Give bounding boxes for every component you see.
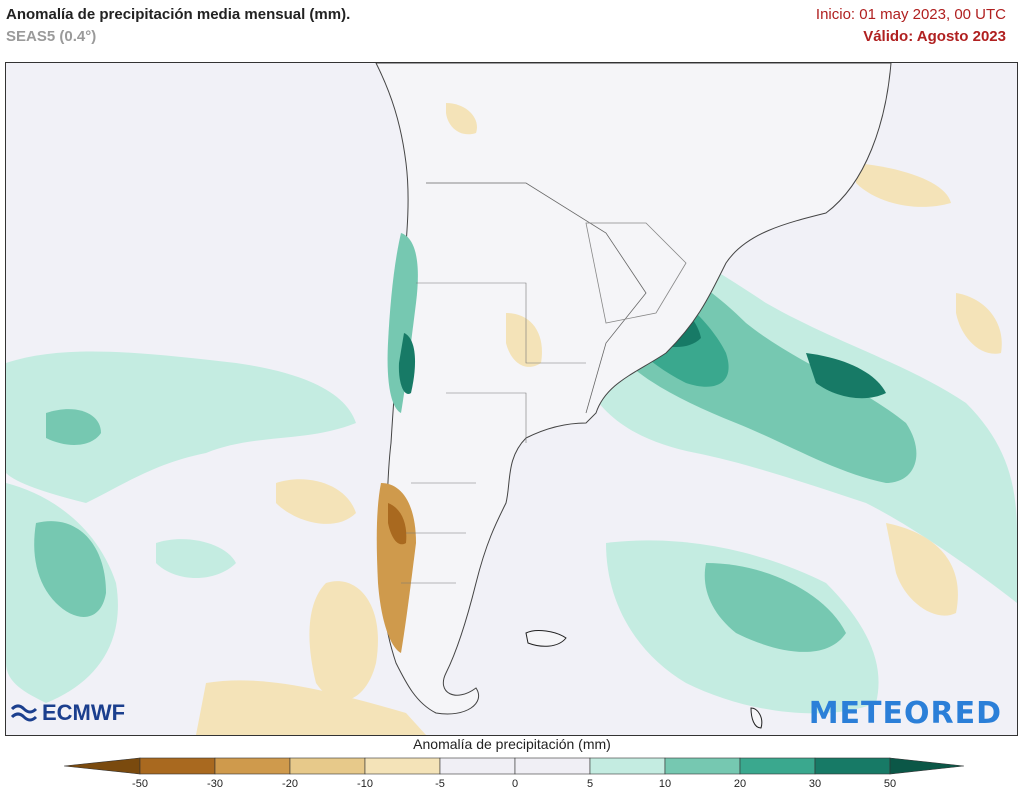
- atlantic-dry-patch-ne: [956, 293, 1002, 354]
- legend-swatch: [439, 757, 516, 775]
- legend-swatch: [739, 757, 816, 775]
- valid-date: Válido: Agosto 2023: [863, 28, 1006, 45]
- legend-swatch: [814, 757, 891, 775]
- patagonia-dry-area: [376, 483, 416, 653]
- legend-swatch: [364, 757, 441, 775]
- legend-tick-label: 0: [511, 778, 519, 790]
- ecmwf-icon: [10, 704, 38, 722]
- andes-dry-patch-north: [446, 103, 477, 135]
- pacific-wet-core-north: [46, 409, 101, 445]
- pacific-wet-patch: [156, 539, 236, 578]
- borders-provinces: [446, 392, 527, 443]
- legend-arrow-low: [64, 757, 141, 775]
- legend-tick-label: 5: [586, 778, 594, 790]
- pacific-dry-area-south: [309, 581, 378, 701]
- chile-wet-strip: [387, 233, 418, 413]
- south-georgia-island: [750, 707, 763, 729]
- borders-north: [426, 182, 647, 414]
- legend-swatch: [589, 757, 666, 775]
- pacific-dry-patch: [276, 479, 356, 524]
- chile-wet-core: [398, 333, 416, 394]
- pacific-wet-core: [34, 521, 106, 617]
- borders-central: [416, 282, 586, 364]
- south-atlantic-wet-core: [704, 563, 846, 652]
- atlantic-wet-core-east: [806, 353, 886, 399]
- legend-tick-label: -50: [132, 778, 148, 790]
- drake-dry-area: [196, 680, 426, 735]
- legend-swatch: [289, 757, 366, 775]
- legend-tick-label: -5: [435, 778, 445, 790]
- pacific-wet-area: [6, 351, 356, 503]
- precipitation-anomaly-map[interactable]: [5, 62, 1018, 736]
- legend-title: Anomalía de precipitación (mm): [413, 736, 611, 752]
- brazil-coast-dry-patch: [856, 163, 951, 207]
- legend-tick-label: 20: [733, 778, 747, 790]
- legend-swatch: [664, 757, 741, 775]
- legend-tick-label: 50: [883, 778, 897, 790]
- legend-tick-label: 10: [658, 778, 672, 790]
- model-subtitle: SEAS5 (0.4°): [6, 28, 97, 45]
- argentina-dry-patch: [506, 313, 542, 367]
- meteored-logo: METEORED: [808, 696, 1002, 731]
- patagonia-dry-core: [388, 503, 407, 545]
- legend-swatch: [139, 757, 216, 775]
- legend-tick-label: 30: [808, 778, 822, 790]
- legend-tick-label: -30: [207, 778, 223, 790]
- ecmwf-logo: ECMWF: [10, 700, 125, 726]
- legend-swatch: [214, 757, 291, 775]
- init-date: Inicio: 01 may 2023, 00 UTC: [815, 6, 1006, 23]
- legend-arrow-high: [889, 757, 964, 775]
- legend-tick-label: -10: [357, 778, 373, 790]
- borders-patagonia: [401, 482, 476, 584]
- map-canvas: [6, 63, 1017, 735]
- map-title: Anomalía de precipitación media mensual …: [6, 6, 351, 23]
- color-legend-bar: [64, 757, 964, 775]
- legend-swatch: [514, 757, 591, 775]
- ecmwf-text: ECMWF: [42, 700, 126, 725]
- atlantic-dry-patch-east: [886, 523, 958, 616]
- falkland-islands: [525, 630, 567, 647]
- legend-tick-label: -20: [282, 778, 298, 790]
- borders-paraguay-uruguay: [585, 222, 687, 324]
